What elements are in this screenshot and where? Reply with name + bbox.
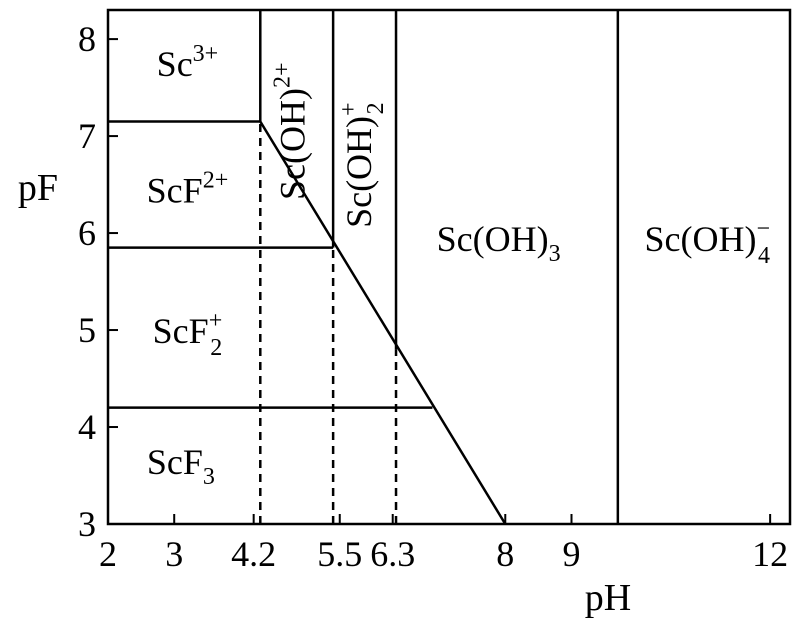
x-tick-label: 4.2 [231,534,276,574]
plot-frame [106,8,792,526]
x-tick-label: 9 [562,534,580,574]
region-label: Sc3+ [157,41,219,85]
y-tick-label: 5 [78,310,96,350]
x-tick-label: 6.3 [370,534,415,574]
region-label: Sc(OH)+2 [335,102,388,228]
region-label: Sc(OH)2+ [269,62,313,200]
x-tick-label: 2 [99,534,117,574]
x-tick-label: 5.5 [317,534,362,574]
y-tick-label: 6 [78,213,96,253]
region-label: ScF3 [147,442,215,489]
region-label: ScF+ 2 [153,307,223,360]
y-axis-label: pF [18,167,58,209]
x-tick-label: 8 [496,534,514,574]
y-tick-label: 8 [78,19,96,59]
region-label: Sc(OH)− 4 [644,215,770,268]
region-label: ScF2+ [147,167,229,211]
y-tick-label: 4 [78,407,96,447]
region-label: Sc(OH)3 [437,219,561,266]
x-tick-label: 3 [165,534,183,574]
y-tick-label: 3 [78,504,96,544]
x-axis-label: pH [585,577,631,619]
boundary-diagonal [259,120,507,525]
y-tick-label: 7 [78,116,96,156]
x-tick-label: 12 [752,534,788,574]
